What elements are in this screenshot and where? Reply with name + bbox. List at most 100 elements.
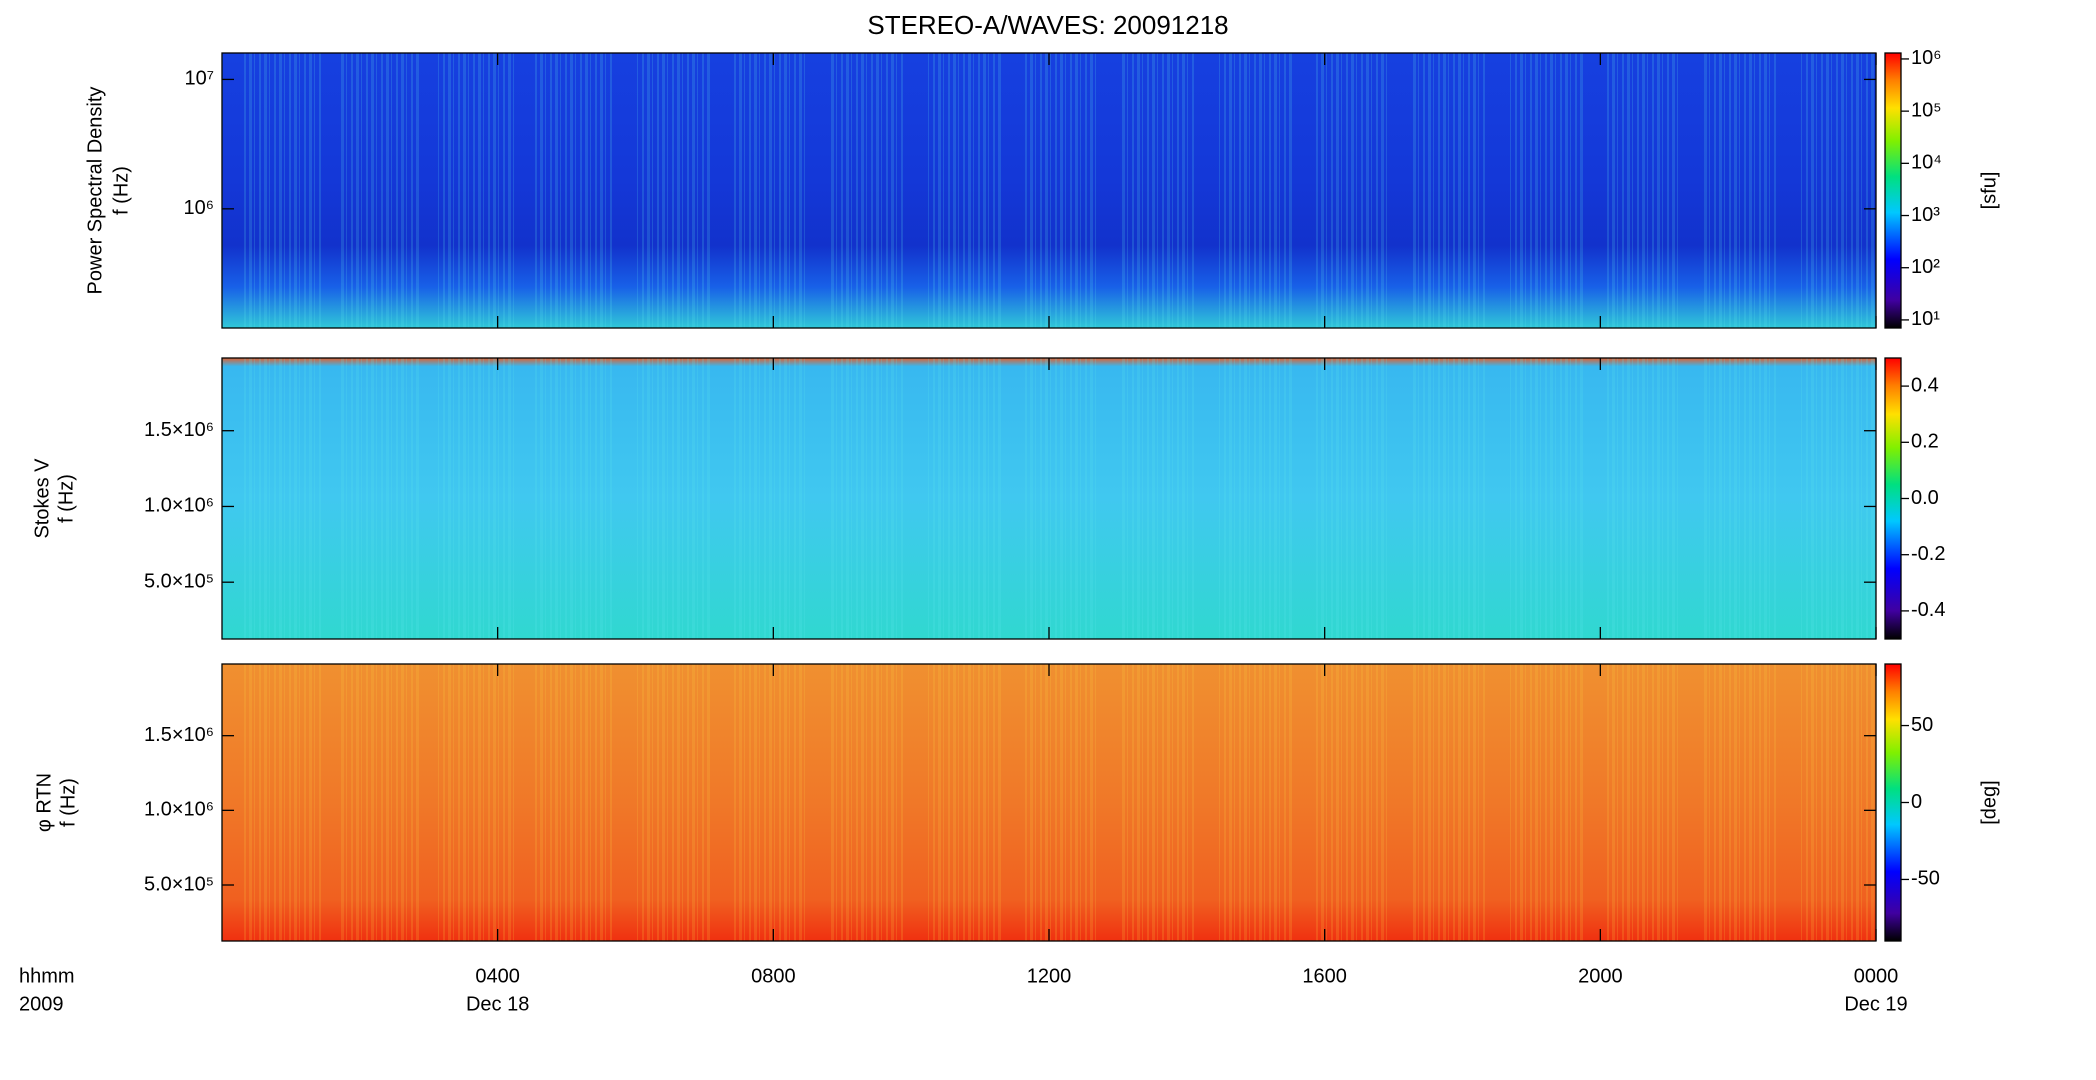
- spectrogram-texture: [1127, 358, 1128, 639]
- spectrogram-texture: [1612, 664, 1615, 941]
- spectrogram-texture: [468, 664, 469, 941]
- y-axis-label: f (Hz): [110, 166, 132, 215]
- spectrogram-texture: [1575, 358, 1577, 639]
- spectrogram-texture: [978, 53, 980, 328]
- spectrogram-texture: [1861, 358, 1862, 639]
- y-tick-label: 10⁷: [185, 68, 214, 90]
- spectrogram-texture: [595, 664, 597, 941]
- spectrogram-texture: [1316, 358, 1318, 639]
- spectrogram-texture: [968, 358, 971, 639]
- spectrogram-texture: [1172, 53, 1173, 328]
- spectrogram-texture: [1667, 53, 1669, 328]
- spectrogram-texture: [901, 664, 903, 941]
- spectrogram-texture: [1122, 664, 1125, 941]
- spectrogram-texture: [938, 358, 941, 639]
- spectrogram-texture: [943, 664, 944, 941]
- spectrogram-texture: [784, 358, 787, 639]
- spectrogram-texture: [1065, 358, 1066, 639]
- spectrogram-texture: [1754, 53, 1755, 328]
- colorbar-tick-label: 10¹: [1911, 308, 1940, 330]
- spectrogram-texture: [1806, 664, 1808, 941]
- spectrogram-texture: [513, 664, 514, 941]
- spectrogram-texture: [1657, 358, 1660, 639]
- spectrogram-texture: [1759, 664, 1761, 941]
- spectrogram-texture: [1336, 664, 1339, 941]
- spectrogram-texture: [279, 53, 282, 328]
- spectrogram-texture: [1192, 358, 1194, 639]
- spectrogram-texture: [483, 53, 484, 328]
- colorbar: [1885, 358, 1901, 639]
- spectrogram-texture: [274, 53, 276, 328]
- spectrogram-texture: [1520, 358, 1523, 639]
- spectrogram-texture: [595, 53, 597, 328]
- spectrogram-texture: [739, 664, 742, 941]
- spectrogram-texture: [1647, 358, 1648, 639]
- spectrogram-texture: [1137, 358, 1140, 639]
- spectrogram-texture: [1754, 664, 1755, 941]
- spectrogram-texture: [550, 664, 552, 941]
- spectrogram-texture: [508, 358, 511, 639]
- spectrogram-texture: [672, 53, 674, 328]
- spectrogram-texture: [1759, 358, 1761, 639]
- spectrogram-texture: [1811, 53, 1814, 328]
- colorbar-tick-label: 10⁶: [1911, 47, 1941, 69]
- spectrogram-texture: [1152, 358, 1155, 639]
- colorbar: [1885, 53, 1901, 328]
- spectrogram-texture: [789, 358, 790, 639]
- spectrogram-texture: [836, 53, 837, 328]
- spectrogram-texture: [642, 358, 644, 639]
- spectrogram-texture: [1264, 664, 1265, 941]
- spectrogram-texture: [448, 53, 451, 328]
- spectrogram-texture: [1182, 358, 1185, 639]
- spectrogram-texture: [1510, 53, 1511, 328]
- spectrogram-texture: [1040, 53, 1042, 328]
- spectrogram-texture: [1806, 53, 1808, 328]
- spectrogram-texture: [1570, 664, 1571, 941]
- spectrogram-texture: [707, 358, 710, 639]
- spectrogram-texture: [249, 664, 252, 941]
- colorbar-frame: [1884, 52, 1902, 329]
- spectrogram-texture: [682, 53, 683, 328]
- spectrogram-texture: [1025, 358, 1027, 639]
- spectrogram-texture: [1172, 664, 1173, 941]
- spectrogram-texture: [928, 664, 929, 941]
- spectrogram-texture: [739, 53, 742, 328]
- spectrogram-texture: [540, 358, 543, 639]
- spectrogram-texture: [1764, 53, 1767, 328]
- spectrogram-texture: [535, 53, 537, 328]
- spectrogram-texture: [769, 358, 772, 639]
- spectrogram-texture: [1739, 664, 1740, 941]
- spectrogram-texture: [657, 664, 659, 941]
- spectrogram-texture: [254, 664, 255, 941]
- spectrogram-texture: [249, 53, 252, 328]
- spectrogram-texture: [1351, 358, 1354, 639]
- spectrogram-texture: [1846, 358, 1847, 639]
- spectrogram-texture: [1259, 664, 1262, 941]
- spectrogram-texture: [968, 664, 971, 941]
- spectrogram-texture: [575, 53, 576, 328]
- spectrogram-texture: [692, 664, 695, 941]
- spectrogram-texture: [861, 358, 864, 639]
- spectrogram-texture: [1831, 358, 1832, 639]
- spectrogram-texture: [1871, 664, 1874, 941]
- spectrogram-texture: [1642, 358, 1645, 639]
- spectrogram-texture: [493, 358, 496, 639]
- spectrogram-texture: [1719, 664, 1722, 941]
- spectrogram-texture: [1443, 53, 1446, 328]
- spectrogram-texture: [1871, 358, 1874, 639]
- spectrogram-texture: [983, 358, 986, 639]
- spectrogram-texture: [1371, 664, 1372, 941]
- spectrogram-texture: [1866, 664, 1868, 941]
- spectrogram-texture: [314, 664, 315, 941]
- spectrogram-texture: [1530, 53, 1532, 328]
- spectrogram-texture: [1085, 53, 1087, 328]
- spectrogram-texture: [304, 358, 306, 639]
- spectrogram-texture: [1734, 358, 1737, 639]
- spectrogram-texture: [575, 664, 576, 941]
- spectrogram-texture: [734, 664, 736, 941]
- spectrogram-texture: [453, 53, 454, 328]
- spectrogram-texture: [856, 358, 858, 639]
- spectrogram-texture: [269, 664, 270, 941]
- spectrogram-texture: [1167, 664, 1170, 941]
- spectrogram-texture: [1647, 53, 1648, 328]
